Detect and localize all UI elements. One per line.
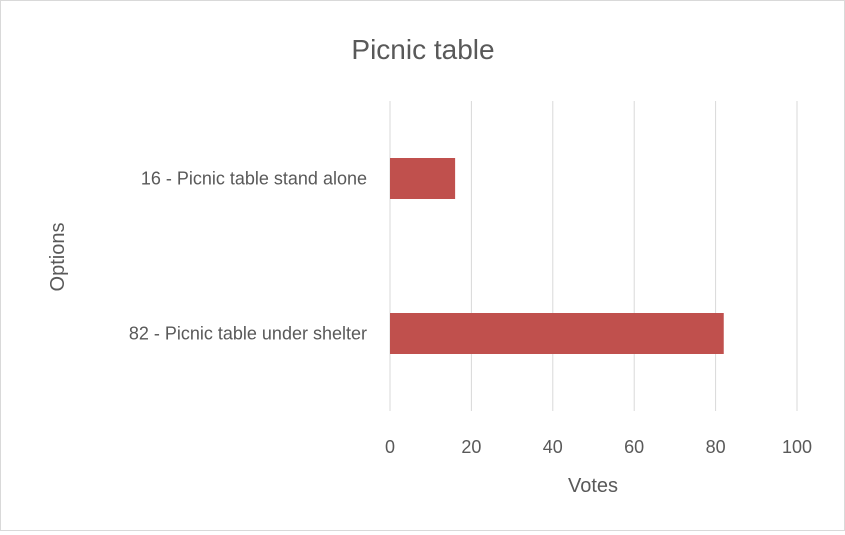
category-label: 82 - Picnic table under shelter	[129, 324, 367, 344]
x-tick-label: 0	[385, 437, 395, 457]
category-labels: 16 - Picnic table stand alone 82 - Picnic…	[129, 169, 367, 344]
x-tick-label: 20	[461, 437, 481, 457]
bar	[390, 313, 724, 354]
x-tick-label: 80	[706, 437, 726, 457]
chart-title: Picnic table	[351, 34, 494, 65]
x-tick-label: 40	[543, 437, 563, 457]
x-tick-label: 100	[782, 437, 812, 457]
x-tick-labels: 0 20 40 60 80 100	[385, 437, 812, 457]
x-tick-label: 60	[624, 437, 644, 457]
gridlines	[389, 101, 798, 411]
x-axis-title: Votes	[568, 475, 618, 497]
bars	[390, 158, 724, 354]
y-axis-title: Options	[47, 223, 69, 292]
category-label: 16 - Picnic table stand alone	[141, 169, 367, 189]
bar	[390, 158, 456, 199]
